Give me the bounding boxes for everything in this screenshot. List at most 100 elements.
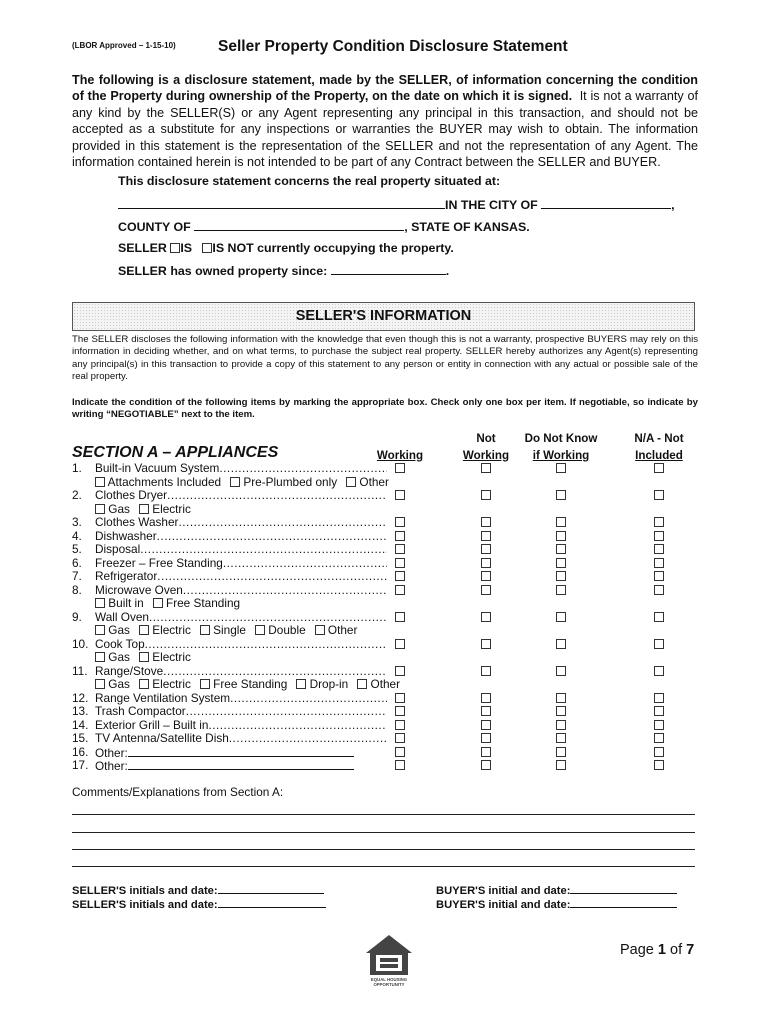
is-not-occupying-checkbox[interactable] <box>202 243 213 253</box>
not-included-checkbox[interactable] <box>654 584 664 595</box>
other-item-field[interactable] <box>127 759 354 770</box>
not-working-checkbox[interactable] <box>481 611 491 622</box>
not-working-checkbox[interactable] <box>481 692 491 703</box>
comment-line[interactable] <box>72 832 695 833</box>
working-checkbox[interactable] <box>395 517 405 527</box>
option-checkbox[interactable] <box>138 652 149 662</box>
not-included-checkbox[interactable] <box>654 557 664 568</box>
owned-since-field[interactable] <box>330 263 446 275</box>
not-included-checkbox[interactable] <box>654 611 664 622</box>
working-checkbox[interactable] <box>395 611 405 622</box>
other-item-field[interactable] <box>127 746 354 757</box>
not-included-checkbox[interactable] <box>654 490 664 500</box>
not-working-checkbox[interactable] <box>481 584 491 595</box>
not-included-checkbox[interactable] <box>654 530 664 541</box>
comment-line[interactable] <box>72 849 695 850</box>
working-checkbox[interactable] <box>395 571 405 581</box>
working-checkbox[interactable] <box>395 490 405 500</box>
comment-line[interactable] <box>72 866 695 867</box>
not-working-checkbox[interactable] <box>481 530 491 541</box>
working-checkbox[interactable] <box>395 557 405 568</box>
not-included-checkbox[interactable] <box>654 544 664 554</box>
working-checkbox[interactable] <box>395 706 405 716</box>
not-working-checkbox[interactable] <box>481 490 491 500</box>
working-checkbox[interactable] <box>395 463 405 473</box>
option-checkbox[interactable] <box>346 476 357 487</box>
buyer-initials-field[interactable] <box>570 896 678 908</box>
comment-line[interactable] <box>72 814 695 815</box>
option-checkbox[interactable] <box>138 679 149 689</box>
not-working-checkbox[interactable] <box>481 733 491 743</box>
not-working-checkbox[interactable] <box>481 557 491 568</box>
do-not-know-checkbox[interactable] <box>556 638 566 649</box>
address-field[interactable] <box>118 197 445 209</box>
do-not-know-checkbox[interactable] <box>556 706 566 716</box>
option-checkbox[interactable] <box>199 679 210 689</box>
seller-initials-field[interactable] <box>217 882 324 894</box>
not-included-checkbox[interactable] <box>654 706 664 716</box>
working-checkbox[interactable] <box>395 746 405 757</box>
not-working-checkbox[interactable] <box>481 719 491 730</box>
do-not-know-checkbox[interactable] <box>556 760 566 770</box>
do-not-know-checkbox[interactable] <box>556 544 566 554</box>
option-checkbox[interactable] <box>95 476 105 487</box>
not-included-checkbox[interactable] <box>654 463 664 473</box>
option-checkbox[interactable] <box>138 503 149 514</box>
not-included-checkbox[interactable] <box>654 638 664 649</box>
not-working-checkbox[interactable] <box>481 638 491 649</box>
option-checkbox[interactable] <box>95 598 105 608</box>
option-checkbox[interactable] <box>95 652 105 662</box>
not-working-checkbox[interactable] <box>481 746 491 757</box>
not-included-checkbox[interactable] <box>654 719 664 730</box>
working-checkbox[interactable] <box>395 584 405 595</box>
do-not-know-checkbox[interactable] <box>556 692 566 703</box>
do-not-know-checkbox[interactable] <box>556 611 566 622</box>
not-included-checkbox[interactable] <box>654 733 664 743</box>
not-included-checkbox[interactable] <box>654 760 664 770</box>
option-checkbox[interactable] <box>296 679 307 689</box>
do-not-know-checkbox[interactable] <box>556 517 566 527</box>
do-not-know-checkbox[interactable] <box>556 490 566 500</box>
do-not-know-checkbox[interactable] <box>556 463 566 473</box>
option-checkbox[interactable] <box>357 679 368 689</box>
do-not-know-checkbox[interactable] <box>556 584 566 595</box>
option-checkbox[interactable] <box>254 625 265 635</box>
county-field[interactable] <box>194 219 405 231</box>
working-checkbox[interactable] <box>395 719 405 730</box>
option-checkbox[interactable] <box>314 625 325 635</box>
working-checkbox[interactable] <box>395 544 405 554</box>
seller-initials-field[interactable] <box>217 896 326 908</box>
not-working-checkbox[interactable] <box>481 760 491 770</box>
do-not-know-checkbox[interactable] <box>556 557 566 568</box>
working-checkbox[interactable] <box>395 692 405 703</box>
not-included-checkbox[interactable] <box>654 517 664 527</box>
do-not-know-checkbox[interactable] <box>556 530 566 541</box>
option-checkbox[interactable] <box>199 625 210 635</box>
working-checkbox[interactable] <box>395 665 405 676</box>
not-working-checkbox[interactable] <box>481 665 491 676</box>
is-occupying-checkbox[interactable] <box>170 243 181 253</box>
do-not-know-checkbox[interactable] <box>556 746 566 757</box>
working-checkbox[interactable] <box>395 530 405 541</box>
buyer-initials-field[interactable] <box>570 882 678 894</box>
option-checkbox[interactable] <box>95 503 105 514</box>
working-checkbox[interactable] <box>395 638 405 649</box>
option-checkbox[interactable] <box>230 476 241 487</box>
option-checkbox[interactable] <box>152 598 163 608</box>
do-not-know-checkbox[interactable] <box>556 665 566 676</box>
not-included-checkbox[interactable] <box>654 746 664 757</box>
not-included-checkbox[interactable] <box>654 665 664 676</box>
working-checkbox[interactable] <box>395 733 405 743</box>
not-working-checkbox[interactable] <box>481 706 491 716</box>
not-included-checkbox[interactable] <box>654 571 664 581</box>
do-not-know-checkbox[interactable] <box>556 719 566 730</box>
not-included-checkbox[interactable] <box>654 692 664 703</box>
not-working-checkbox[interactable] <box>481 463 491 473</box>
option-checkbox[interactable] <box>138 625 149 635</box>
not-working-checkbox[interactable] <box>481 544 491 554</box>
not-working-checkbox[interactable] <box>481 517 491 527</box>
option-checkbox[interactable] <box>95 679 105 689</box>
do-not-know-checkbox[interactable] <box>556 733 566 743</box>
do-not-know-checkbox[interactable] <box>556 571 566 581</box>
option-checkbox[interactable] <box>95 625 105 635</box>
